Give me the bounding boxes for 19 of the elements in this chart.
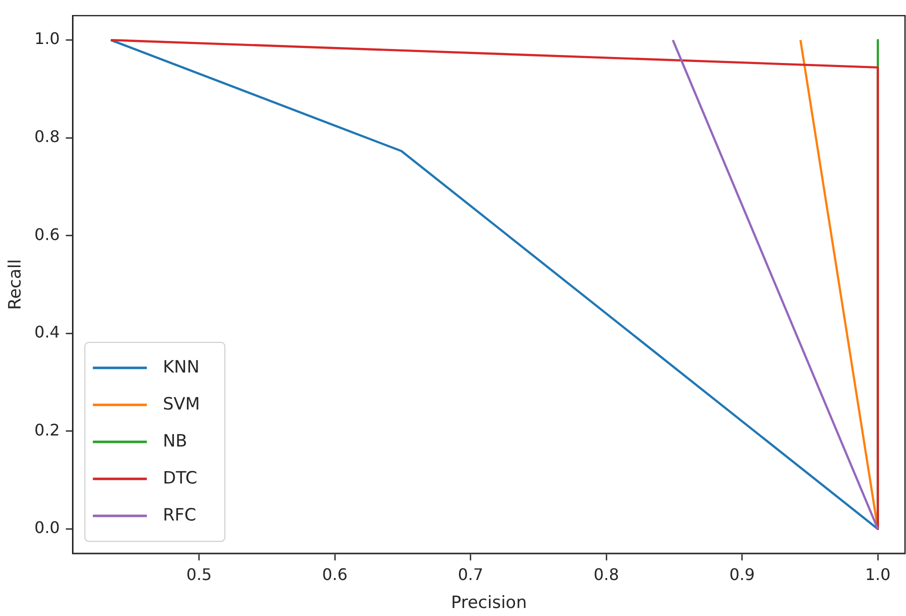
x-tick-label: 0.6 bbox=[322, 565, 348, 584]
y-tick-label: 0.2 bbox=[34, 420, 60, 440]
x-tick-label: 0.8 bbox=[594, 565, 620, 584]
y-tick-label: 0.0 bbox=[34, 518, 60, 538]
y-tick-label: 0.4 bbox=[34, 322, 60, 342]
legend-label: NB bbox=[162, 431, 188, 452]
legend-label: KNN bbox=[162, 357, 200, 378]
y-axis-title: Recall bbox=[6, 259, 26, 310]
legend-label: SVM bbox=[162, 394, 200, 414]
x-axis-title: Precision bbox=[450, 593, 527, 614]
x-tick-label: 1.0 bbox=[865, 565, 891, 584]
legend-label: RFC bbox=[162, 505, 196, 526]
x-tick-label: 0.9 bbox=[729, 565, 755, 584]
y-tick-label: 0.6 bbox=[34, 224, 60, 244]
x-tick-label: 0.7 bbox=[458, 565, 484, 584]
legend-label: DTC bbox=[162, 468, 198, 488]
y-tick-label: 0.8 bbox=[34, 126, 60, 146]
y-tick-label: 1.0 bbox=[34, 29, 60, 48]
x-tick-label: 0.5 bbox=[186, 565, 212, 584]
